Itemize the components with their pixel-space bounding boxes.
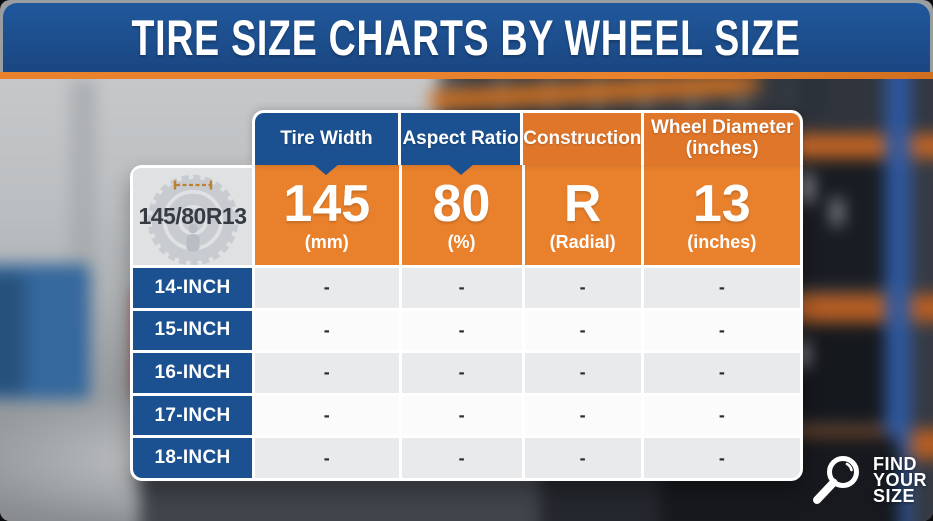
- bg-tire-machine-shadow: [0, 274, 25, 394]
- table-cell: -: [255, 268, 399, 308]
- column-header-label: Aspect Ratio: [402, 127, 519, 149]
- value-cell-construction: R (Radial): [524, 165, 641, 265]
- tire-size-cell: 145/80R13: [133, 165, 252, 265]
- value-unit: (inches): [687, 231, 757, 252]
- table-cell: -: [401, 395, 522, 436]
- table-cell: -: [643, 395, 800, 436]
- table-cell: -: [643, 353, 800, 393]
- column-header-wheel-diameter: Wheel Diameter (inches): [644, 113, 800, 165]
- title-banner: TIRE SIZE CHARTS BY WHEEL SIZE: [3, 3, 930, 72]
- logo-line: SIZE: [872, 486, 915, 506]
- tire-size-table: 145/80R13 145 (mm) 80 (%) R (Radial) 13 …: [130, 165, 803, 481]
- page-title: TIRE SIZE CHARTS BY WHEEL SIZE: [131, 9, 802, 66]
- value-cell-tire-width: 145 (mm): [255, 165, 399, 265]
- table-cell: -: [524, 310, 641, 351]
- column-header-label: Wheel Diameter: [650, 117, 794, 139]
- table-cell: -: [255, 353, 399, 393]
- value-number: 13: [692, 174, 751, 233]
- column-header-label: Construction: [523, 127, 642, 149]
- row-label-15-inch: 15-INCH: [133, 310, 252, 351]
- column-header-label: Tire Width: [280, 127, 373, 149]
- table-cell: -: [643, 438, 800, 478]
- table-cell: -: [401, 353, 522, 393]
- table-cell: -: [401, 310, 522, 351]
- bg-tire-label: [802, 174, 812, 202]
- table-cell: -: [643, 310, 800, 351]
- bg-tire-label: [798, 341, 808, 367]
- tire-watermark-icon: [142, 169, 243, 265]
- column-header-tire-width: Tire Width: [255, 113, 398, 175]
- width-measure-icon: [173, 180, 212, 190]
- value-number: 80: [432, 174, 491, 233]
- find-your-size-logo[interactable]: FIND YOUR SIZE: [806, 449, 927, 511]
- value-unit: (mm): [304, 231, 349, 252]
- table-cell: -: [255, 310, 399, 351]
- value-unit: (Radial): [549, 231, 616, 252]
- table-cell: -: [401, 438, 522, 478]
- table-cell: -: [524, 268, 641, 308]
- table-cell: -: [255, 395, 399, 436]
- table-cell: -: [524, 395, 641, 436]
- table-cell: -: [643, 268, 800, 308]
- value-unit: (%): [447, 231, 476, 252]
- logo-text: FIND YOUR SIZE: [872, 454, 927, 506]
- row-label-14-inch: 14-INCH: [133, 268, 252, 308]
- orange-divider: [0, 72, 933, 79]
- value-number: 145: [283, 174, 371, 233]
- row-label-16-inch: 16-INCH: [133, 353, 252, 393]
- logo-line: YOUR: [872, 470, 927, 490]
- logo-line: FIND: [872, 454, 917, 474]
- value-cell-aspect-ratio: 80 (%): [401, 165, 522, 265]
- row-label-18-inch: 18-INCH: [133, 438, 252, 478]
- column-header-construction: Construction: [523, 113, 642, 165]
- table-cell: -: [524, 438, 641, 478]
- magnifier-icon: [812, 456, 859, 504]
- tire-size-label: 145/80R13: [138, 203, 247, 229]
- column-header-sub: (inches): [685, 138, 759, 159]
- table-cell: -: [255, 438, 399, 478]
- table-cell: -: [524, 353, 641, 393]
- value-number: R: [563, 174, 602, 233]
- row-label-17-inch: 17-INCH: [133, 395, 252, 436]
- column-header-aspect-ratio: Aspect Ratio: [400, 113, 521, 175]
- table-cell: -: [401, 268, 522, 308]
- value-cell-wheel-diameter: 13 (inches): [643, 165, 800, 265]
- bg-tire-label: [832, 199, 842, 225]
- table-column-headers: Tire Width Aspect Ratio Construction Whe…: [252, 110, 803, 175]
